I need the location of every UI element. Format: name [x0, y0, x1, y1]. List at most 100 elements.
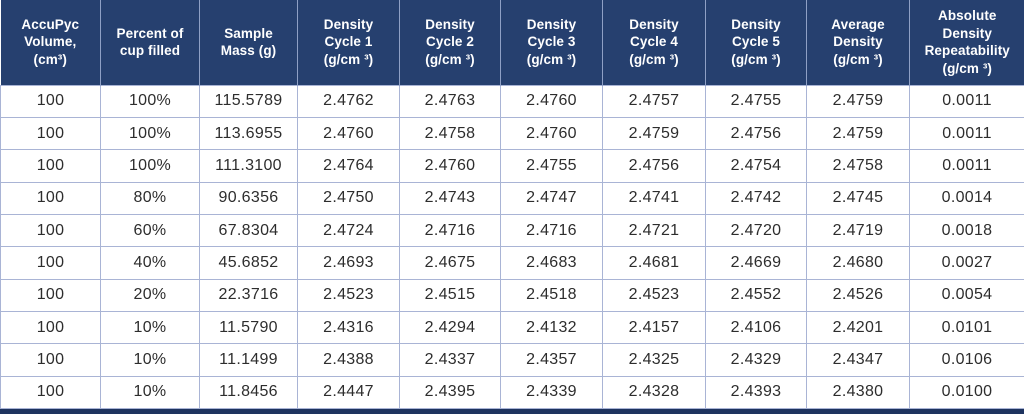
- table-cell: 2.4518: [500, 278, 603, 312]
- table-cell: 2.4759: [806, 84, 910, 118]
- table-cell: 45.6852: [199, 246, 298, 280]
- table-cell: 2.4675: [399, 246, 501, 280]
- table-cell: 2.4683: [500, 246, 603, 280]
- table-cell: 11.8456: [199, 375, 298, 409]
- column-header: Percent of cup filled: [100, 0, 200, 85]
- table-cell: 2.4106: [705, 310, 807, 345]
- table-cell: 100: [0, 213, 101, 248]
- table-row: 100 10% 11.5790 2.4316 2.4294 2.4132 2.4157 2.4…: [0, 310, 1024, 345]
- table-cell: 2.4760: [500, 84, 603, 118]
- table-cell: 10%: [100, 375, 200, 409]
- table-header: AccuPyc Volume, (cm³) Percent of cup fill…: [0, 0, 1024, 85]
- table-cell: 2.4720: [705, 213, 807, 248]
- column-header: Average Density (g/cm ³): [806, 0, 910, 85]
- table-cell: 100: [0, 149, 101, 183]
- table-cell: 0.0011: [909, 149, 1024, 183]
- table-cell: 100%: [100, 116, 200, 151]
- table-cell: 2.4721: [602, 213, 706, 248]
- table-cell: 2.4347: [806, 343, 910, 377]
- table-cell: 2.4380: [806, 375, 910, 409]
- table-cell: 2.4325: [602, 343, 706, 377]
- table-row: 100 10% 11.1499 2.4388 2.4337 2.4357 2.4325 2.4…: [0, 343, 1024, 377]
- table-cell: 0.0018: [909, 213, 1024, 248]
- table-cell: 2.4758: [399, 116, 501, 151]
- table-row: 100 100% 115.5789 2.4762 2.4763 2.4760 2.4757 2…: [0, 84, 1024, 118]
- column-header: AccuPyc Volume, (cm³): [0, 0, 101, 85]
- table-cell: 0.0027: [909, 246, 1024, 280]
- table-cell: 40%: [100, 246, 200, 280]
- table-cell: 2.4750: [297, 181, 400, 215]
- table-cell: 2.4756: [705, 116, 807, 151]
- table-cell: 11.1499: [199, 343, 298, 377]
- table-cell: 2.4760: [297, 116, 400, 151]
- table-cell: 2.4395: [399, 375, 501, 409]
- table-cell: 2.4747: [500, 181, 603, 215]
- table-cell: 100: [0, 310, 101, 345]
- table-cell: 100: [0, 246, 101, 280]
- table-cell: 2.4157: [602, 310, 706, 345]
- table-cell: 2.4741: [602, 181, 706, 215]
- table-cell: 113.6955: [199, 116, 298, 151]
- table-cell: 0.0106: [909, 343, 1024, 377]
- table-cell: 2.4393: [705, 375, 807, 409]
- table-cell: 22.3716: [199, 278, 298, 312]
- table-cell: 2.4329: [705, 343, 807, 377]
- table-cell: 2.4755: [500, 149, 603, 183]
- table-cell: 2.4719: [806, 213, 910, 248]
- table-cell: 2.4762: [297, 84, 400, 118]
- column-header: Density Cycle 4 (g/cm ³): [602, 0, 706, 85]
- table-cell: 2.4294: [399, 310, 501, 345]
- table-body: 100 100% 115.5789 2.4762 2.4763 2.4760 2.4757 2…: [0, 84, 1024, 409]
- table-cell: 2.4328: [602, 375, 706, 409]
- column-header: Sample Mass (g): [199, 0, 298, 85]
- table-cell: 2.4759: [602, 116, 706, 151]
- table-cell: 2.4357: [500, 343, 603, 377]
- table-cell: 2.4552: [705, 278, 807, 312]
- table-cell: 2.4339: [500, 375, 603, 409]
- column-header: Absolute Density Repeatability (g/cm ³): [909, 0, 1024, 85]
- table-cell: 2.4515: [399, 278, 501, 312]
- table-cell: 2.4764: [297, 149, 400, 183]
- table-cell: 2.4724: [297, 213, 400, 248]
- table-cell: 2.4388: [297, 343, 400, 377]
- table-cell: 100: [0, 116, 101, 151]
- table-cell: 0.0101: [909, 310, 1024, 345]
- table-cell: 2.4760: [399, 149, 501, 183]
- table-cell: 67.8304: [199, 213, 298, 248]
- table-cell: 2.4756: [602, 149, 706, 183]
- table-cell: 2.4742: [705, 181, 807, 215]
- table-row: 100 100% 111.3100 2.4764 2.4760 2.4755 2.4756 2…: [0, 149, 1024, 183]
- table-row: 100 40% 45.6852 2.4693 2.4675 2.4683 2.4681 2.4…: [0, 246, 1024, 280]
- table-row: 100 20% 22.3716 2.4523 2.4515 2.4518 2.4523 2.4…: [0, 278, 1024, 312]
- table-cell: 2.4680: [806, 246, 910, 280]
- table-cell: 0.0011: [909, 84, 1024, 118]
- table-cell: 100: [0, 278, 101, 312]
- table-cell: 2.4745: [806, 181, 910, 215]
- table-cell: 2.4526: [806, 278, 910, 312]
- table-row: 100 100% 113.6955 2.4760 2.4758 2.4760 2.4759 2…: [0, 116, 1024, 151]
- table-cell: 115.5789: [199, 84, 298, 118]
- table-cell: 2.4316: [297, 310, 400, 345]
- table-cell: 2.4669: [705, 246, 807, 280]
- table-cell: 11.5790: [199, 310, 298, 345]
- table-cell: 2.4758: [806, 149, 910, 183]
- table-cell: 2.4693: [297, 246, 400, 280]
- table-cell: 90.6356: [199, 181, 298, 215]
- table-cell: 0.0054: [909, 278, 1024, 312]
- table-cell: 20%: [100, 278, 200, 312]
- table-cell: 100%: [100, 84, 200, 118]
- table-cell: 2.4754: [705, 149, 807, 183]
- table-cell: 2.4201: [806, 310, 910, 345]
- table-row: 100 10% 11.8456 2.4447 2.4395 2.4339 2.4328 2.4…: [0, 375, 1024, 409]
- column-header: Density Cycle 5 (g/cm ³): [705, 0, 807, 85]
- table-cell: 2.4743: [399, 181, 501, 215]
- table-cell: 2.4757: [602, 84, 706, 118]
- table-cell: 2.4760: [500, 116, 603, 151]
- table-cell: 100: [0, 375, 101, 409]
- column-header: Density Cycle 2 (g/cm ³): [399, 0, 501, 85]
- table-cell: 2.4716: [500, 213, 603, 248]
- table-cell: 2.4523: [602, 278, 706, 312]
- table-cell: 2.4337: [399, 343, 501, 377]
- table-cell: 2.4755: [705, 84, 807, 118]
- table-cell: 2.4523: [297, 278, 400, 312]
